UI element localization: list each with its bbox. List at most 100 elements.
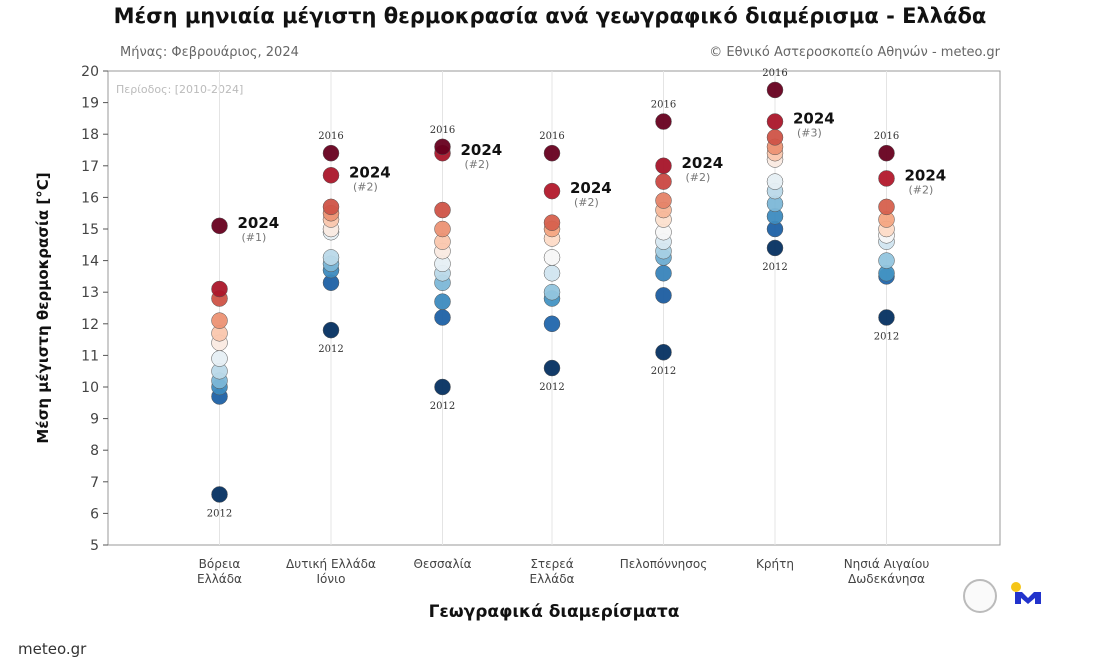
- data-point: [655, 157, 672, 175]
- max-year-label: 2016: [874, 131, 899, 142]
- y-tick-label: 13: [81, 285, 99, 301]
- y-tick-label: 12: [81, 317, 99, 333]
- max-year-label: 2016: [430, 125, 455, 136]
- data-point: [322, 198, 340, 216]
- source-label: meteo.gr: [18, 640, 87, 658]
- data-point: [543, 214, 561, 231]
- credit-label: © Εθνικό Αστεροσκοπείο Αθηνών - meteo.gr: [709, 45, 1000, 60]
- rank-2024: (#3): [797, 127, 822, 140]
- meteo-sun-logo: [1011, 582, 1021, 592]
- data-point: [434, 220, 451, 238]
- y-tick-label: 19: [81, 96, 99, 112]
- data-point: [543, 249, 561, 266]
- data-point: [543, 264, 561, 282]
- y-tick-label: 18: [81, 127, 99, 143]
- max-year-label: 2016: [762, 68, 787, 79]
- x-tick-label: Θεσσαλία: [413, 557, 471, 571]
- label-2024: 2024: [349, 163, 391, 181]
- data-point: [322, 167, 340, 184]
- data-point: [655, 343, 672, 361]
- data-point: [543, 359, 561, 377]
- max-year-label: 2016: [318, 131, 343, 142]
- data-point: [434, 201, 451, 219]
- data-point: [766, 129, 784, 146]
- data-point: [543, 315, 561, 333]
- data-point: [211, 312, 228, 329]
- data-point: [878, 170, 895, 187]
- data-point: [543, 182, 561, 200]
- x-tick-label: Κρήτη: [756, 557, 794, 571]
- data-point: [766, 173, 784, 190]
- period-note: Περίοδος: [2010-2024]: [116, 83, 243, 96]
- data-point: [211, 280, 228, 298]
- label-2024: 2024: [461, 141, 503, 159]
- y-tick-label: 11: [81, 348, 99, 364]
- plot-frame: [107, 70, 1001, 546]
- min-year-label: 2012: [874, 331, 899, 342]
- min-year-label: 2012: [318, 344, 343, 355]
- y-tick-label: 9: [90, 412, 99, 428]
- rank-2024: (#2): [465, 158, 490, 171]
- rank-2024: (#2): [353, 180, 378, 193]
- data-point: [434, 378, 451, 396]
- y-tick-label: 17: [81, 159, 99, 175]
- month-label: Μήνας: Φεβρουάριος, 2024: [120, 45, 299, 60]
- data-point: [322, 249, 340, 266]
- data-point: [322, 321, 340, 339]
- max-year-label: 2016: [539, 131, 564, 142]
- data-point: [322, 144, 340, 162]
- y-tick-label: 16: [81, 190, 99, 206]
- data-point: [543, 144, 561, 162]
- label-2024: 2024: [238, 214, 280, 232]
- rank-2024: (#1): [242, 231, 267, 244]
- data-point: [766, 113, 784, 130]
- y-tick-label: 15: [81, 222, 99, 238]
- x-tick-label: Στερεά: [530, 557, 573, 571]
- data-point: [766, 81, 784, 99]
- y-tick-label: 8: [90, 443, 99, 459]
- data-point: [434, 138, 451, 156]
- data-point: [766, 239, 784, 257]
- data-point: [655, 264, 672, 282]
- x-axis-label: Γεωγραφικά διαμερίσματα: [429, 602, 680, 622]
- y-tick-label: 14: [81, 254, 99, 270]
- observatory-seal-logo: [963, 579, 997, 613]
- data-point: [878, 252, 895, 269]
- y-tick-label: 6: [90, 506, 99, 522]
- data-point: [655, 173, 672, 190]
- x-tick-label: Πελοπόννησος: [620, 557, 708, 571]
- data-point: [211, 350, 228, 367]
- data-point: [878, 309, 895, 326]
- chart-title: Μέση μηνιαία μέγιστη θερμοκρασία ανά γεω…: [113, 4, 987, 28]
- data-point: [543, 283, 561, 301]
- min-year-label: 2012: [207, 508, 232, 519]
- y-tick-label: 5: [90, 538, 99, 554]
- rank-2024: (#2): [686, 171, 711, 184]
- min-year-label: 2012: [430, 401, 455, 412]
- x-tick-label: Ιόνιο: [317, 572, 346, 586]
- max-year-label: 2016: [651, 100, 676, 111]
- data-point: [655, 113, 672, 130]
- meteo-m-logo: [1015, 592, 1041, 604]
- min-year-label: 2012: [651, 366, 676, 377]
- data-point: [878, 144, 895, 162]
- y-tick-label: 20: [81, 64, 99, 80]
- x-tick-label: Ελλάδα: [197, 572, 242, 586]
- rank-2024: (#2): [574, 196, 599, 209]
- rank-2024: (#2): [909, 183, 934, 196]
- label-2024: 2024: [793, 110, 835, 128]
- min-year-label: 2012: [762, 262, 787, 273]
- y-tick-label: 10: [81, 380, 99, 396]
- data-point: [655, 192, 672, 209]
- label-2024: 2024: [905, 166, 947, 184]
- x-tick-label: Νησιά Αιγαίου: [844, 557, 930, 571]
- y-axis-label: Μέση μέγιστη θερμοκρασία [°C]: [34, 172, 52, 443]
- x-tick-label: Δυτική Ελλάδα: [286, 557, 376, 571]
- data-point: [878, 198, 895, 216]
- min-year-label: 2012: [539, 382, 564, 393]
- x-tick-label: Δωδεκάνησα: [848, 572, 925, 586]
- data-point: [655, 287, 672, 304]
- label-2024: 2024: [570, 179, 612, 197]
- data-point: [211, 486, 228, 503]
